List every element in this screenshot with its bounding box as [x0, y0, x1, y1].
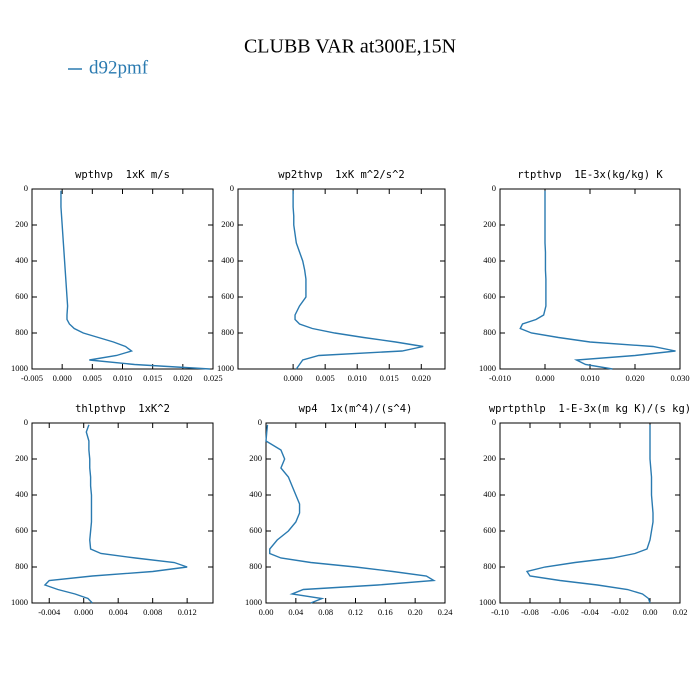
x-tick-label: -0.06 — [551, 607, 569, 617]
y-tick-label: 400 — [249, 489, 262, 499]
x-tick-label: 0.12 — [348, 607, 363, 617]
legend-label: d92pmf — [89, 57, 149, 78]
y-tick-label: 200 — [15, 453, 28, 463]
y-tick-label: 200 — [221, 219, 234, 229]
x-tick-label: 0.020 — [173, 373, 192, 383]
x-tick-label: 0.000 — [535, 373, 554, 383]
x-tick-label: 0.000 — [53, 373, 72, 383]
x-tick-label: 0.008 — [143, 607, 162, 617]
y-tick-label: 400 — [15, 489, 28, 499]
y-tick-label: 400 — [221, 255, 234, 265]
y-tick-label: 600 — [15, 525, 28, 535]
panel-title: rtpthvp 1E-3x(kg/kg) K — [517, 169, 663, 181]
y-tick-label: 0 — [492, 183, 496, 193]
y-tick-label: 600 — [483, 291, 496, 301]
y-tick-label: 200 — [483, 453, 496, 463]
y-tick-label: 0 — [24, 417, 28, 427]
x-tick-label: 0.16 — [378, 607, 393, 617]
x-tick-label: 0.015 — [380, 373, 399, 383]
x-tick-label: 0.010 — [580, 373, 599, 383]
y-tick-label: 600 — [249, 525, 262, 535]
x-tick-label: -0.10 — [491, 607, 509, 617]
plot-frame — [31, 422, 214, 604]
y-tick-label: 400 — [15, 255, 28, 265]
x-tick-label: -0.010 — [489, 373, 511, 383]
x-tick-label: 0.20 — [408, 607, 423, 617]
y-tick-label: 1000 — [479, 363, 496, 373]
x-tick-label: 0.005 — [316, 373, 335, 383]
y-tick-label: 800 — [483, 327, 496, 337]
x-tick-label: 0.24 — [438, 607, 454, 617]
plot-frame — [265, 422, 446, 604]
y-tick-label: 600 — [483, 525, 496, 535]
y-tick-label: 800 — [483, 561, 496, 571]
x-tick-label: 0.010 — [113, 373, 132, 383]
y-tick-label: 800 — [15, 327, 28, 337]
x-tick-label: -0.005 — [21, 373, 43, 383]
y-tick-label: 0 — [492, 417, 496, 427]
y-tick-label: 0 — [24, 183, 28, 193]
panel-title: thlpthvp 1xK^2 — [75, 403, 170, 415]
y-tick-label: 0 — [258, 417, 262, 427]
profile-line — [265, 424, 437, 604]
figure-title: CLUBB VAR at300E,15N — [244, 36, 456, 58]
y-tick-label: 200 — [483, 219, 496, 229]
x-tick-label: 0.025 — [203, 373, 222, 383]
x-tick-label: -0.08 — [521, 607, 539, 617]
profile-line — [60, 190, 211, 370]
panel-title: wprtpthlp 1-E-3x(m kg K)/(s kg) — [489, 403, 691, 415]
x-tick-label: 0.005 — [83, 373, 102, 383]
x-tick-label: -0.04 — [581, 607, 599, 617]
x-tick-label: 0.02 — [673, 607, 688, 617]
x-tick-label: 0.000 — [284, 373, 303, 383]
y-tick-label: 400 — [483, 489, 496, 499]
y-tick-label: 800 — [15, 561, 28, 571]
profile-line — [292, 190, 424, 370]
x-tick-label: 0.010 — [348, 373, 367, 383]
panel-title: wp4 1x(m^4)/(s^4) — [299, 403, 413, 415]
plot-frame — [31, 188, 214, 370]
x-tick-label: 0.030 — [670, 373, 689, 383]
y-tick-label: 1000 — [11, 363, 28, 373]
y-tick-label: 1000 — [245, 597, 262, 607]
profile-line — [43, 424, 188, 604]
x-tick-label: -0.004 — [38, 607, 61, 617]
x-tick-label: -0.02 — [611, 607, 629, 617]
y-tick-label: 800 — [221, 327, 234, 337]
x-tick-label: 0.015 — [143, 373, 162, 383]
y-tick-label: 0 — [230, 183, 234, 193]
x-tick-label: 0.08 — [318, 607, 333, 617]
panel-title: wp2thvp 1xK m^2/s^2 — [278, 169, 404, 181]
y-tick-label: 400 — [483, 255, 496, 265]
y-tick-label: 1000 — [217, 363, 234, 373]
x-tick-label: 0.012 — [178, 607, 197, 617]
y-tick-label: 200 — [15, 219, 28, 229]
y-tick-label: 600 — [15, 291, 28, 301]
x-tick-label: 0.000 — [74, 607, 93, 617]
y-tick-label: 600 — [221, 291, 234, 301]
x-tick-label: 0.020 — [412, 373, 431, 383]
y-tick-label: 1000 — [479, 597, 496, 607]
x-tick-label: 0.00 — [259, 607, 274, 617]
profile-line — [519, 190, 676, 370]
x-tick-label: 0.00 — [643, 607, 658, 617]
profile-line — [525, 424, 654, 604]
x-tick-label: 0.020 — [625, 373, 644, 383]
plot-frame — [237, 188, 446, 370]
x-tick-label: 0.004 — [109, 607, 129, 617]
panel-title: wpthvp 1xK m/s — [75, 169, 170, 181]
y-tick-label: 200 — [249, 453, 262, 463]
y-tick-label: 1000 — [11, 597, 28, 607]
x-tick-label: 0.04 — [288, 607, 304, 617]
y-tick-label: 800 — [249, 561, 262, 571]
